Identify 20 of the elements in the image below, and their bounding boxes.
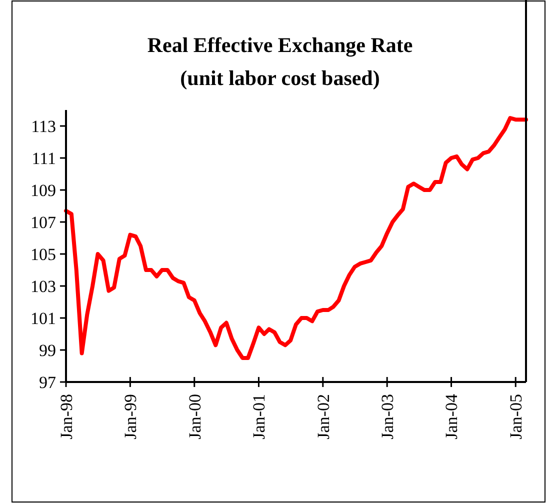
x-tick-label: Jan-98 (56, 394, 76, 440)
y-tick-label: 113 (31, 116, 56, 136)
chart-subtitle: (unit labor cost based) (180, 66, 380, 90)
x-tick-label: Jan-01 (250, 394, 269, 440)
x-tick-label: Jan-04 (442, 394, 462, 440)
y-tick-label: 107 (30, 212, 56, 232)
chart-title: Real Effective Exchange Rate (147, 33, 413, 57)
x-tick-label: Jan-02 (314, 394, 333, 440)
y-tick-label: 103 (30, 276, 56, 296)
y-tick-label: 111 (32, 148, 56, 168)
y-tick-label: 109 (30, 180, 56, 200)
y-tick-label: 97 (39, 372, 56, 392)
y-tick-label: 99 (39, 340, 56, 360)
x-tick-label: Jan-05 (506, 394, 526, 440)
x-tick-label: Jan-99 (121, 394, 140, 440)
x-tick-label: Jan-00 (185, 394, 204, 440)
y-tick-label: 101 (30, 308, 56, 328)
y-tick-label: 105 (30, 244, 56, 264)
line-series (64, 116, 528, 360)
x-tick-label: Jan-03 (378, 394, 398, 440)
